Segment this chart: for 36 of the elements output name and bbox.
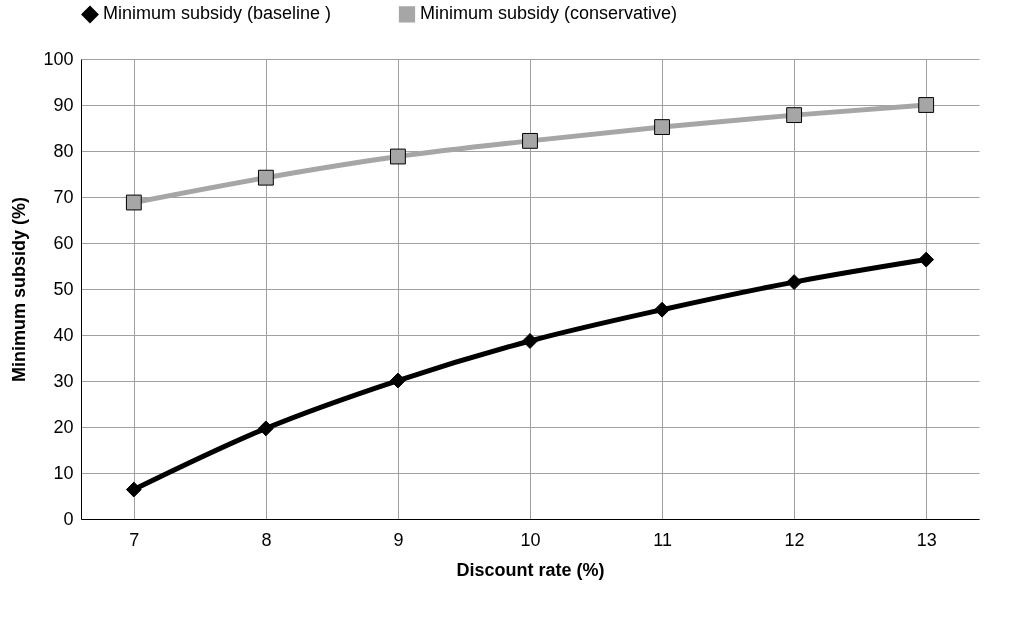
point	[257, 169, 274, 186]
point	[786, 274, 803, 291]
point	[522, 333, 538, 349]
x-tick-label: 8	[261, 529, 272, 550]
y-axis-title: Minimum subsidy (%)	[9, 196, 30, 383]
point	[654, 301, 670, 318]
y-tick-label: 80	[53, 140, 74, 161]
legend-label: Minimum subsidy (conservative)	[420, 3, 678, 24]
y-tick-label: 20	[53, 416, 74, 437]
y-tick-label: 70	[53, 186, 74, 207]
legend-label: Minimum subsidy (baseline )	[103, 3, 332, 24]
point	[522, 132, 538, 149]
x-tick-label: 12	[784, 529, 805, 550]
x-tick-label: 13	[916, 529, 937, 550]
x-axis-title: Discount rate (%)	[456, 559, 605, 580]
point	[125, 481, 142, 498]
point	[918, 97, 935, 113]
y-tick-label: 90	[53, 94, 74, 115]
point	[918, 251, 935, 268]
y-tick-label: 60	[53, 232, 74, 253]
point	[257, 420, 274, 437]
point	[390, 372, 406, 389]
point	[125, 194, 142, 211]
y-tick-label: 10	[53, 462, 74, 483]
y-tick-label: 100	[43, 48, 74, 69]
point	[654, 119, 670, 135]
x-tick-label: 9	[393, 529, 404, 550]
y-tick-label: 50	[53, 278, 74, 299]
point	[390, 148, 406, 165]
x-tick-label: 7	[129, 529, 140, 550]
x-tick-label: 10	[520, 529, 541, 550]
y-tick-label: 40	[53, 324, 74, 345]
point	[786, 107, 803, 124]
x-tick-label: 11	[653, 529, 672, 550]
y-tick-label: 0	[63, 508, 74, 529]
y-tick-label: 30	[53, 370, 74, 391]
